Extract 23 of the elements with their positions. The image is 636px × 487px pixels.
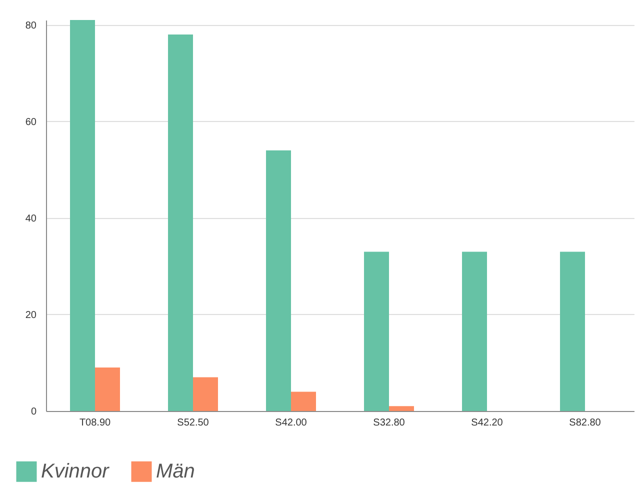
bar [266, 150, 291, 411]
x-tick-label: S42.20 [471, 418, 504, 428]
bar [364, 252, 389, 411]
bar [291, 392, 316, 411]
bar [95, 368, 120, 411]
bar [560, 252, 585, 411]
x-tick-label: S32.80 [373, 418, 406, 428]
bar [462, 252, 487, 411]
x-tick-label: S82.80 [569, 418, 602, 428]
legend-label: Kvinnor [41, 460, 110, 483]
bar [70, 20, 95, 411]
bar [168, 34, 193, 411]
y-tick-label: 20 [25, 310, 37, 321]
bar [389, 406, 414, 411]
bar [193, 377, 218, 411]
legend-label: Män [156, 460, 195, 483]
x-tick-label: S42.00 [275, 418, 308, 428]
y-tick-label: 80 [25, 20, 37, 32]
y-tick-label: 60 [25, 116, 37, 128]
x-tick-label: T08.90 [79, 418, 111, 428]
y-tick-label: 0 [30, 406, 37, 418]
y-tick-label: 40 [25, 213, 37, 224]
x-tick-label: S52.50 [177, 418, 210, 428]
